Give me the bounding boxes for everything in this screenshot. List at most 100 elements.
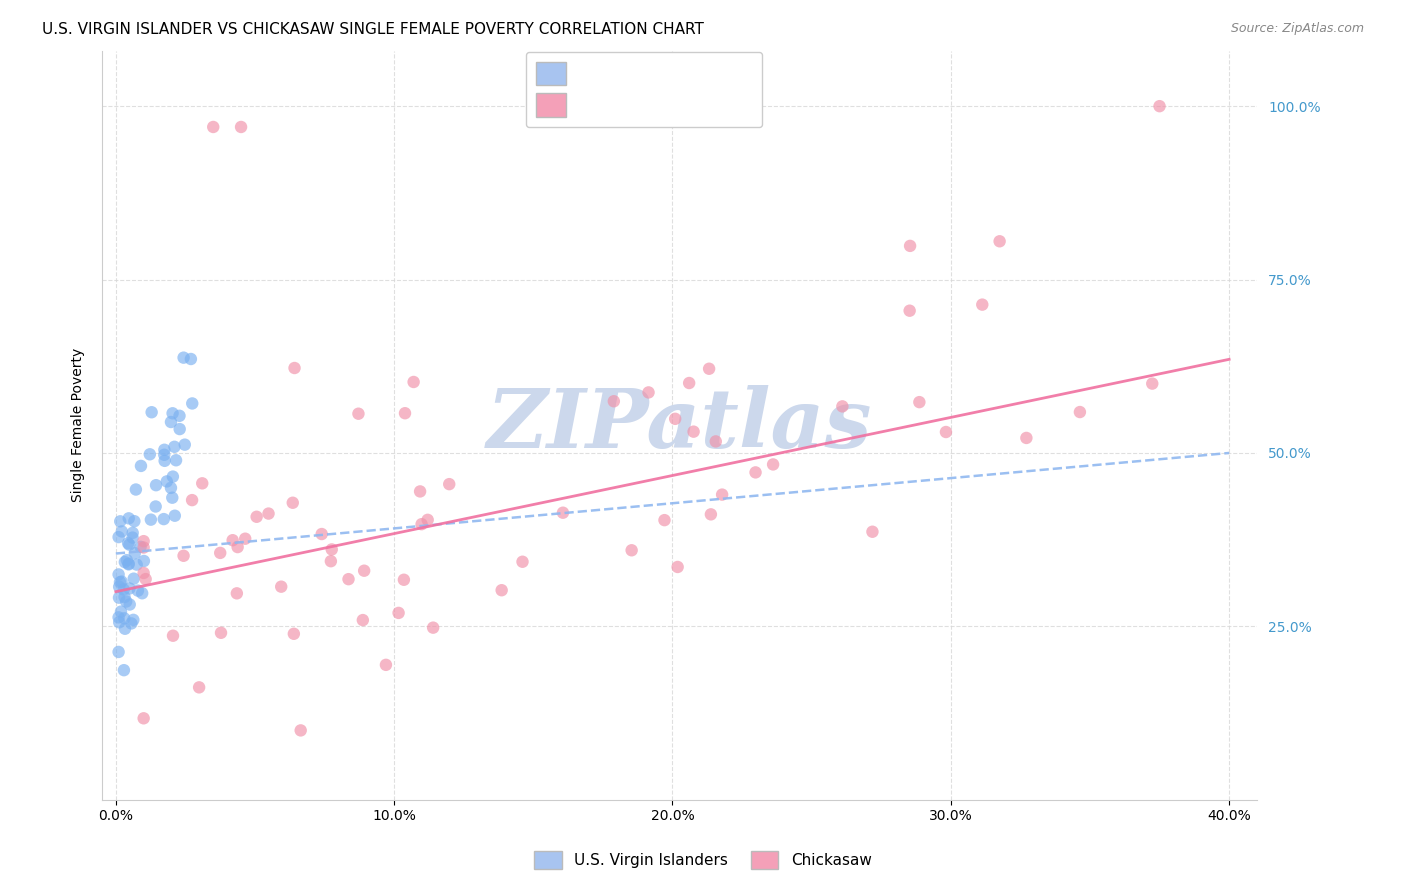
Point — [173, 437, 195, 451]
Point — [121, 531, 143, 545]
Point — [107, 530, 129, 544]
Point — [117, 557, 139, 571]
Point — [972, 298, 994, 312]
Point — [153, 454, 176, 468]
Point — [110, 574, 132, 589]
Text: 65: 65 — [640, 69, 661, 87]
Point — [152, 512, 174, 526]
Point — [1069, 405, 1091, 419]
Text: Source: ZipAtlas.com: Source: ZipAtlas.com — [1230, 22, 1364, 36]
Point — [160, 415, 183, 429]
Point — [120, 616, 142, 631]
Point — [416, 513, 439, 527]
Point — [110, 514, 132, 528]
Point — [374, 657, 396, 672]
Point — [169, 409, 191, 423]
Point — [181, 396, 204, 410]
Point — [112, 582, 135, 597]
Point — [311, 527, 333, 541]
Point — [117, 536, 139, 550]
Point — [697, 361, 720, 376]
Point — [226, 540, 249, 554]
Point — [394, 406, 416, 420]
Point — [1142, 376, 1164, 391]
Point — [202, 120, 225, 134]
Point — [117, 558, 139, 572]
Point — [108, 615, 131, 630]
Point — [118, 538, 141, 552]
Point — [347, 407, 370, 421]
Point — [229, 120, 252, 134]
Point — [246, 509, 269, 524]
Point — [225, 586, 247, 600]
Text: 0.290: 0.290 — [572, 92, 620, 110]
Point — [221, 533, 243, 548]
Point — [132, 541, 155, 555]
Point — [163, 440, 186, 454]
Point — [139, 513, 162, 527]
Point — [935, 425, 957, 439]
Point — [122, 613, 145, 627]
Point — [353, 564, 375, 578]
Point — [283, 627, 305, 641]
Point — [131, 586, 153, 600]
Point — [352, 613, 374, 627]
Point — [127, 583, 149, 598]
Point — [141, 405, 163, 419]
Point — [124, 546, 146, 560]
Point — [132, 711, 155, 725]
Point — [112, 663, 135, 677]
Point — [122, 572, 145, 586]
Point — [711, 487, 734, 501]
Point — [132, 534, 155, 549]
Point — [678, 376, 700, 390]
Legend: U.S. Virgin Islanders, Chickasaw: U.S. Virgin Islanders, Chickasaw — [529, 845, 877, 875]
Point — [108, 591, 131, 605]
Point — [1015, 431, 1038, 445]
Point — [112, 611, 135, 625]
Point — [111, 524, 134, 539]
Point — [114, 555, 136, 569]
Point — [1149, 99, 1171, 113]
Point — [173, 549, 195, 563]
Text: 0.044: 0.044 — [572, 69, 619, 87]
Point — [551, 506, 574, 520]
Point — [121, 525, 143, 540]
Point — [283, 361, 305, 376]
Point — [402, 375, 425, 389]
Point — [682, 425, 704, 439]
Point — [898, 239, 921, 253]
Point — [988, 234, 1011, 248]
Point — [118, 582, 141, 596]
Point — [162, 629, 184, 643]
Point — [153, 442, 176, 457]
Point — [129, 540, 152, 554]
Point — [145, 478, 167, 492]
Point — [110, 605, 132, 619]
Point — [125, 558, 148, 572]
Point — [491, 583, 513, 598]
Point — [411, 517, 433, 532]
Point — [831, 400, 853, 414]
Point — [115, 553, 138, 567]
Text: U.S. VIRGIN ISLANDER VS CHICKASAW SINGLE FEMALE POVERTY CORRELATION CHART: U.S. VIRGIN ISLANDER VS CHICKASAW SINGLE… — [42, 22, 704, 37]
Point — [160, 481, 183, 495]
Point — [209, 546, 232, 560]
Point — [139, 447, 162, 461]
Point — [162, 406, 184, 420]
Point — [257, 507, 280, 521]
Point — [125, 483, 148, 497]
Point — [118, 511, 141, 525]
Text: R =: R = — [544, 92, 581, 110]
Point — [107, 645, 129, 659]
Point — [654, 513, 676, 527]
Point — [107, 567, 129, 582]
Point — [512, 555, 534, 569]
Point — [319, 554, 342, 568]
Point — [392, 573, 415, 587]
Point — [700, 508, 723, 522]
Point — [115, 594, 138, 608]
Point — [153, 448, 176, 462]
Point — [156, 475, 179, 489]
Y-axis label: Single Female Poverty: Single Female Poverty — [72, 348, 86, 502]
